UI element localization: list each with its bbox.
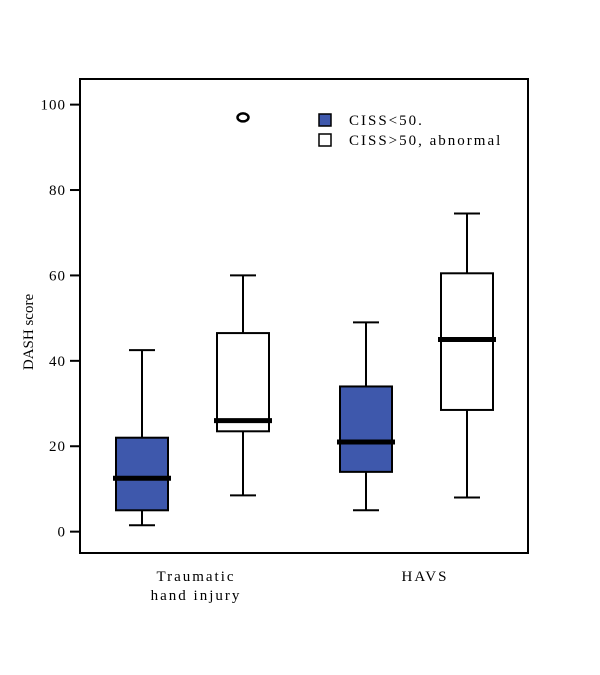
x-category-label-line: HAVS [402,569,449,585]
legend-swatch [318,113,332,127]
y-tick-label: 40 [49,354,66,370]
iqr-box [339,385,393,473]
box-0-1 [214,112,272,497]
x-axis-category-labels: Traumatic hand injury HAVS [151,569,449,604]
box-0-0 [113,349,171,527]
legend: CISS<50. CISS>50, abnormal [318,113,502,149]
x-category-label-line: Traumatic [156,569,235,585]
y-tick-label: 0 [58,525,67,541]
box-1-0 [337,321,395,512]
y-tick-label: 20 [49,439,66,455]
plot-frame [79,78,529,554]
y-tick-label: 60 [49,268,66,284]
iqr-box [115,436,169,512]
y-tick-label: 80 [49,183,66,199]
legend-label: CISS>50, abnormal [349,133,502,149]
x-category-label-line: hand injury [151,588,242,604]
y-axis-title: DASH score [21,294,37,371]
outlier-point [236,112,250,123]
y-tick-label: 100 [41,98,67,114]
box-1-1 [438,212,496,499]
box-series [113,112,496,527]
legend-swatch [318,133,332,147]
x-category-label: HAVS [402,569,449,585]
y-axis: 0 20 40 60 80 100 [41,98,80,541]
iqr-box [216,332,270,433]
x-category-label: Traumatic hand injury [151,569,242,604]
legend-label: CISS<50. [349,113,424,129]
